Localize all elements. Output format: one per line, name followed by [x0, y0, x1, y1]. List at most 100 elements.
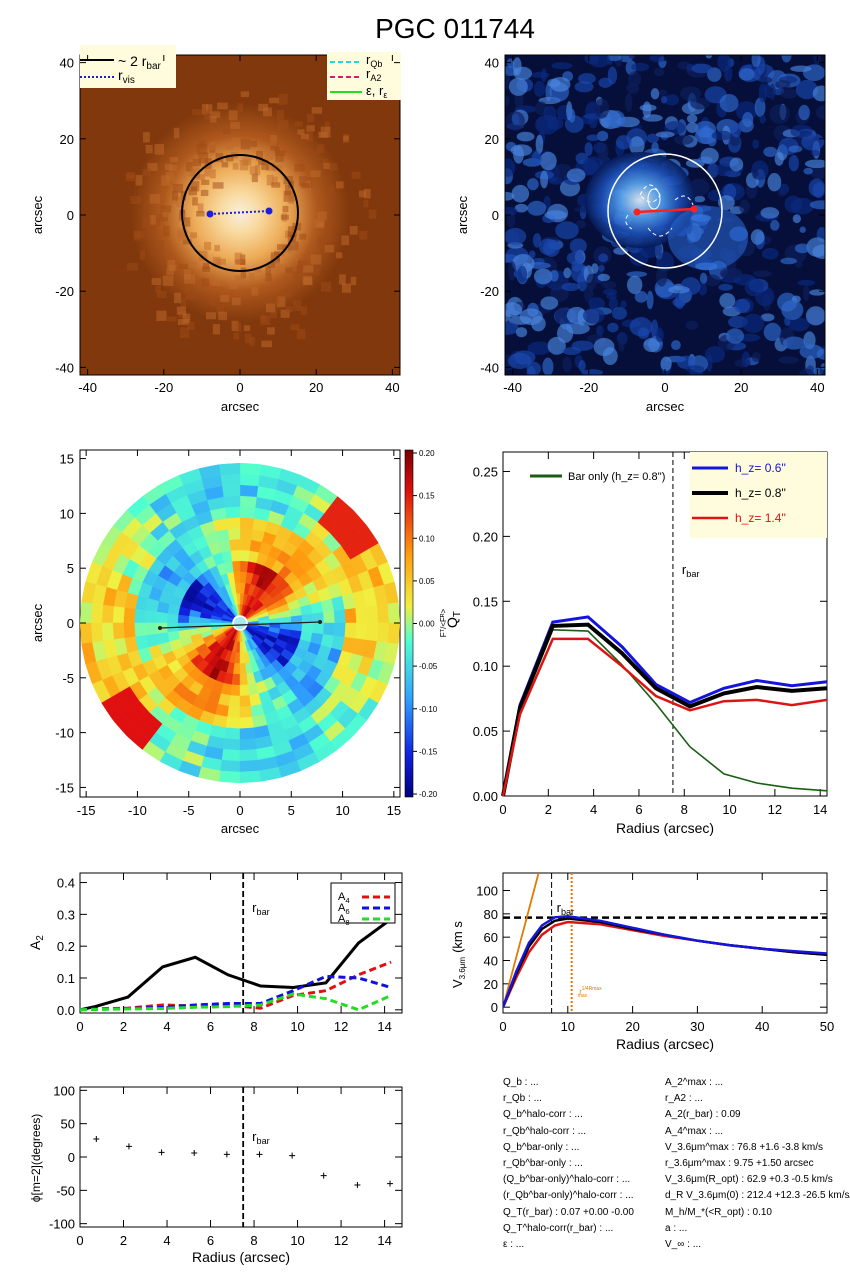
- texture-blob: [505, 206, 518, 216]
- data-point: [93, 1136, 100, 1142]
- x-tick-label: 40: [755, 1019, 769, 1034]
- polar-cell: [227, 527, 241, 540]
- bar-endpoint: [633, 208, 641, 216]
- rbar-label-sub: bar: [257, 1136, 270, 1146]
- texture-cell: [178, 263, 188, 269]
- texture-blob: [511, 184, 530, 203]
- polar-cell: [323, 610, 336, 624]
- axis-ticks-top-left: -40 -40 -20 -20 0 0 20 20 40 40: [55, 55, 400, 395]
- texture-cell: [234, 252, 243, 264]
- texture-cell: [166, 267, 174, 276]
- texture-blob: [752, 169, 759, 179]
- texture-blob: [729, 135, 740, 147]
- polar-cell: [366, 622, 379, 642]
- rvis-line: [209, 210, 270, 215]
- texture-cell: [297, 129, 305, 135]
- texture-blob: [773, 124, 791, 142]
- x-tick-label: 6: [207, 1019, 214, 1034]
- x-axis-label: Radius (arcsec): [616, 1036, 714, 1052]
- texture-cell: [251, 287, 259, 296]
- texture-blob: [760, 207, 780, 219]
- texture-blob: [526, 361, 541, 375]
- texture-cell: [192, 109, 203, 116]
- texture-blob: [751, 55, 761, 68]
- texture-blob: [753, 270, 772, 278]
- series-line-1: [501, 622, 828, 797]
- data-point: [125, 1143, 132, 1150]
- texture-cell: [182, 239, 192, 245]
- parameter-line: Q_b : ...: [503, 1077, 539, 1088]
- texture-blob: [531, 71, 550, 79]
- data-point: [320, 1172, 327, 1179]
- polar-cell: [344, 622, 357, 639]
- texture-cell: [147, 163, 158, 172]
- texture-cell: [192, 197, 198, 206]
- texture-blob: [562, 347, 582, 355]
- series-line-3: [503, 873, 540, 1008]
- rvis-endpoint: [206, 210, 214, 218]
- texture-cell: [293, 300, 302, 311]
- polar-cell: [230, 549, 241, 562]
- texture-cell: [320, 281, 332, 292]
- polar-cell: [221, 484, 241, 497]
- x-tick-label: 10: [290, 1019, 304, 1034]
- y-tick-label: 20: [60, 132, 74, 147]
- texture-cell: [198, 140, 206, 148]
- polar-cell: [223, 738, 241, 751]
- texture-blob: [798, 104, 810, 121]
- texture-blob: [543, 239, 560, 257]
- polar-cell: [333, 608, 346, 624]
- texture-cell: [317, 236, 328, 247]
- texture-cell: [234, 275, 244, 281]
- parameter-line: r_3.6μm^max : 9.75 +1.50 arcsec: [665, 1158, 814, 1170]
- texture-blob: [775, 79, 791, 90]
- texture-cell: [228, 110, 238, 121]
- x-tick-label: 0: [236, 380, 243, 395]
- texture-cell: [212, 324, 220, 335]
- texture-cell: [232, 163, 239, 170]
- polar-cell: [239, 716, 255, 729]
- polar-cell: [220, 473, 241, 487]
- texture-cell: [240, 91, 250, 98]
- bar-endpoint: [690, 205, 698, 213]
- polar-cell: [123, 607, 136, 624]
- polar-cell: [224, 506, 241, 519]
- texture-cell: [190, 181, 200, 192]
- texture-cell: [258, 103, 269, 112]
- texture-cell: [204, 167, 210, 177]
- texture-cell: [248, 272, 255, 282]
- texture-cell: [280, 309, 290, 318]
- rbar-label-sub: bar: [561, 907, 574, 917]
- texture-cell: [240, 139, 251, 150]
- texture-cell: [167, 260, 176, 268]
- texture-cell: [161, 175, 171, 186]
- texture-blob: [607, 322, 619, 333]
- parameter-line: d_R V_3.6μm(0) : 212.4 +12.3 -26.5 km/s/…: [665, 1190, 850, 1202]
- texture-cell: [142, 132, 150, 143]
- x-tick-label: 20: [309, 380, 323, 395]
- polar-cell: [239, 727, 256, 740]
- y-tick-label: 15: [60, 452, 74, 467]
- data-point: [223, 1151, 230, 1158]
- texture-cell: [325, 185, 335, 195]
- x-tick-label: 10: [335, 803, 349, 818]
- x-tick-label: 4: [163, 1233, 170, 1248]
- polar-cell: [312, 622, 325, 635]
- qt-profile-chart: 0 2 4 6 8 10 12 14 0.00 0.05 0.10 0.15 0.20 0.25 rbar h…: [444, 451, 828, 836]
- colorbar-tick-label: 0.10: [419, 534, 435, 543]
- texture-cell: [277, 244, 287, 251]
- y-tick-label: -100: [49, 1217, 75, 1232]
- rmax-annotation-sup: 1/4Rmax: [582, 986, 603, 992]
- texture-cell: [203, 109, 212, 120]
- texture-blob: [752, 139, 760, 149]
- texture-cell: [277, 120, 289, 131]
- texture-cell: [164, 163, 173, 171]
- texture-blob: [739, 199, 750, 214]
- texture-blob: [569, 238, 587, 254]
- texture-blob: [639, 104, 657, 112]
- plot-frame: [502, 872, 828, 1014]
- texture-cell: [232, 297, 241, 306]
- series-line-0: [503, 914, 827, 1008]
- texture-blob: [691, 63, 713, 74]
- texture-blob: [581, 369, 604, 375]
